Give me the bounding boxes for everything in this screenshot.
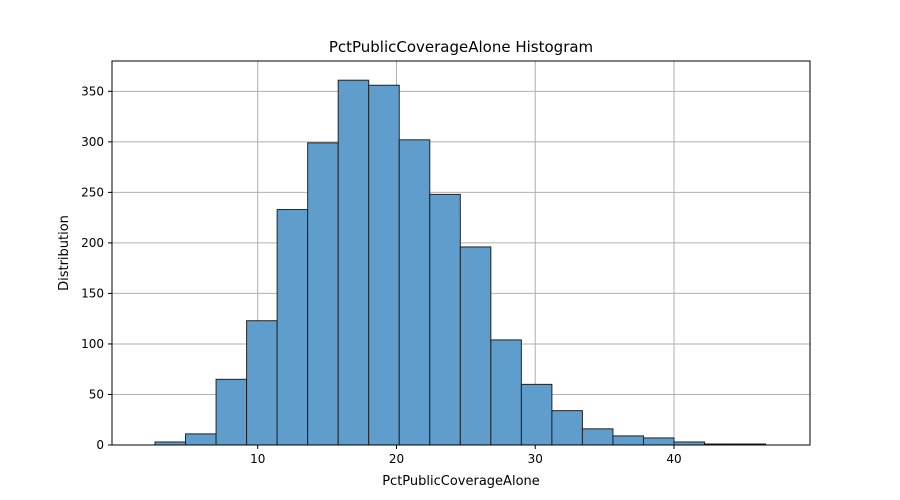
histogram-bar <box>552 411 583 445</box>
x-tick-label: 10 <box>250 452 265 466</box>
chart-title: PctPublicCoverageAlone Histogram <box>329 38 593 56</box>
y-tick-label: 0 <box>96 438 104 452</box>
x-tick-label: 20 <box>389 452 404 466</box>
histogram-bar <box>186 434 217 445</box>
histogram-bar <box>308 143 339 445</box>
y-axis-label: Distribution <box>57 215 72 291</box>
histogram-bar <box>643 438 674 445</box>
histogram-bar <box>521 384 552 445</box>
histogram-bar <box>277 210 308 445</box>
y-tick-label: 200 <box>81 236 104 250</box>
histogram-bar <box>582 429 613 445</box>
histogram-bar <box>430 194 461 445</box>
x-tick-label: 30 <box>528 452 543 466</box>
y-tick-label: 250 <box>81 185 104 199</box>
histogram-bar <box>338 80 369 445</box>
histogram-bar <box>216 379 247 445</box>
y-tick-label: 350 <box>81 84 104 98</box>
histogram-bar <box>491 340 522 445</box>
histogram-bar <box>247 321 278 445</box>
y-tick-label: 50 <box>89 387 104 401</box>
histogram-bar <box>399 140 430 445</box>
x-tick-label: 40 <box>666 452 681 466</box>
y-tick-label: 100 <box>81 337 104 351</box>
y-tick-label: 150 <box>81 286 104 300</box>
y-tick-label: 300 <box>81 135 104 149</box>
histogram-bar <box>369 85 400 445</box>
histogram-bar <box>460 247 491 445</box>
histogram-bar <box>613 436 644 445</box>
x-axis-label: PctPublicCoverageAlone <box>382 474 540 489</box>
